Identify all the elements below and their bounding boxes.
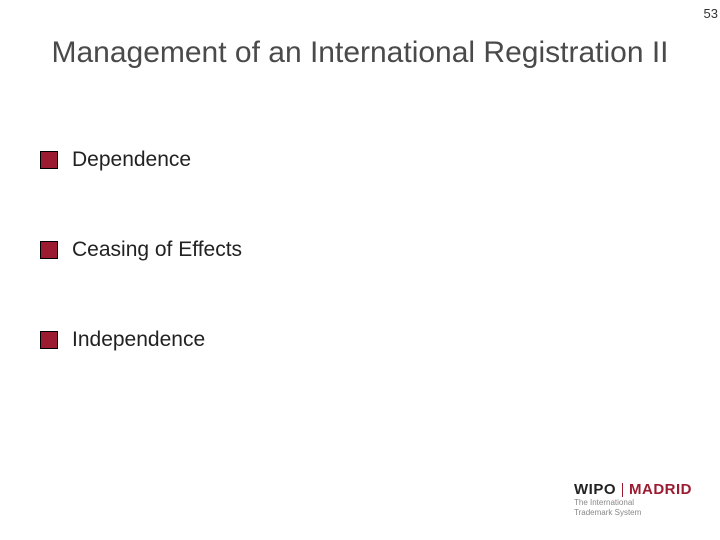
- bullet-text: Ceasing of Effects: [72, 238, 242, 262]
- footer-logo-top: WIPO MADRID: [574, 481, 692, 498]
- list-item: Ceasing of Effects: [40, 238, 640, 262]
- list-item: Dependence: [40, 148, 640, 172]
- bullet-text: Dependence: [72, 148, 191, 172]
- bullet-icon: [40, 241, 58, 259]
- footer-sub-2: Trademark System: [574, 509, 692, 518]
- bullet-icon: [40, 151, 58, 169]
- page-number: 53: [704, 6, 718, 21]
- bullet-list: Dependence Ceasing of Effects Independen…: [40, 148, 640, 418]
- slide-title: Management of an International Registrat…: [0, 34, 720, 72]
- footer-sub-1: The International: [574, 499, 692, 508]
- bullet-text: Independence: [72, 328, 205, 352]
- wipo-text: WIPO: [574, 481, 616, 498]
- divider-icon: [622, 483, 623, 497]
- footer-logo: WIPO MADRID The International Trademark …: [574, 481, 692, 518]
- list-item: Independence: [40, 328, 640, 352]
- bullet-icon: [40, 331, 58, 349]
- madrid-text: MADRID: [629, 481, 692, 498]
